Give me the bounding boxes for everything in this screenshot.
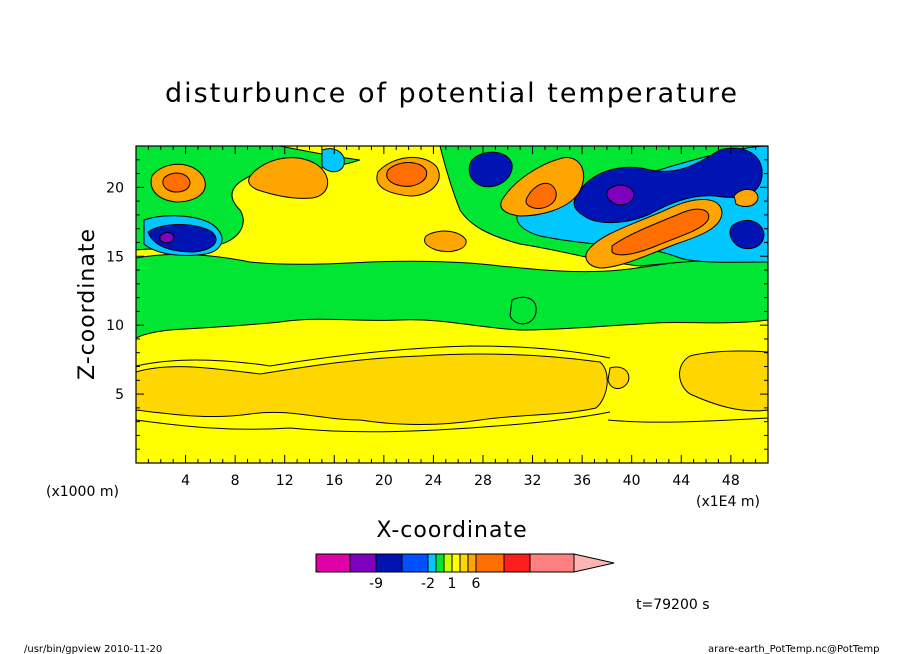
contour-red-upper bbox=[525, 182, 557, 209]
x-tick-label: 12 bbox=[276, 473, 294, 489]
time-label: t=79200 s bbox=[636, 597, 710, 613]
colorbar-extend-arrow bbox=[573, 553, 615, 573]
colorbar-box bbox=[435, 553, 445, 573]
contour-lower-warm bbox=[136, 353, 608, 425]
y-tick-label: 15 bbox=[106, 249, 124, 265]
x-tick-label: 32 bbox=[524, 473, 542, 489]
contour-small-warm bbox=[607, 366, 630, 389]
x-unit-label: (x1E4 m) bbox=[696, 494, 760, 510]
colorbar-label: 6 bbox=[472, 576, 481, 592]
contour-blue-top bbox=[468, 151, 513, 188]
contour-warm-small bbox=[423, 230, 467, 253]
contour-field bbox=[136, 146, 768, 463]
contour-green-blob bbox=[509, 296, 537, 325]
footer-right: arare-earth_PotTemp.nc@PotTemp bbox=[708, 644, 879, 654]
contour-warm-center bbox=[248, 157, 328, 199]
colorbar-box bbox=[475, 553, 505, 573]
plot-frame bbox=[135, 145, 769, 464]
contour-cyan-top bbox=[321, 148, 345, 173]
footer-left: /usr/bin/gpview 2010-11-20 bbox=[24, 644, 162, 654]
y-axis: 5 10 15 20 bbox=[106, 180, 768, 403]
y-tick-label: 20 bbox=[106, 180, 124, 196]
y-unit-label: (x1000 m) bbox=[46, 484, 119, 500]
colorbar-label: -2 bbox=[421, 576, 435, 592]
colorbar-box bbox=[503, 553, 531, 573]
contour-red-left bbox=[162, 172, 191, 193]
colorbar-box bbox=[427, 553, 437, 573]
x-tick-label: 40 bbox=[623, 473, 641, 489]
x-tick-label: 24 bbox=[424, 473, 442, 489]
colorbar-box bbox=[451, 553, 461, 573]
colorbar-label: -9 bbox=[369, 576, 383, 592]
y-tick-label: 5 bbox=[115, 387, 124, 403]
contour-mid-green bbox=[136, 254, 768, 339]
x-tick-label: 44 bbox=[672, 473, 690, 489]
y-axis-label: Z-coordinate bbox=[75, 228, 100, 380]
colorbar-box bbox=[443, 553, 453, 573]
contour-red-mid bbox=[386, 162, 428, 187]
contour-blue-right bbox=[729, 219, 765, 250]
x-axis-label: X-coordinate bbox=[376, 518, 527, 543]
x-tick-label: 36 bbox=[573, 473, 591, 489]
y-tick-label: 10 bbox=[106, 318, 124, 334]
x-tick-label: 20 bbox=[375, 473, 393, 489]
minor-ticks bbox=[136, 146, 768, 463]
colorbar: -9 -2 1 6 bbox=[315, 553, 615, 592]
chart-title: disturbunce of potential temperature bbox=[165, 78, 739, 109]
x-tick-label: 28 bbox=[474, 473, 492, 489]
colorbar-box bbox=[459, 553, 469, 573]
x-axis: 4 8 12 16 20 24 28 32 36 40 44 48 bbox=[181, 146, 740, 489]
x-tick-label: 8 bbox=[231, 473, 240, 489]
x-tick-label: 4 bbox=[181, 473, 190, 489]
colorbar-box bbox=[401, 553, 429, 573]
colorbar-box bbox=[529, 553, 575, 573]
contour-red-stream bbox=[611, 208, 710, 256]
contour-purple-core bbox=[606, 184, 635, 206]
colorbar-box bbox=[467, 553, 477, 573]
contour-line-2 bbox=[136, 411, 611, 433]
colorbar-box bbox=[315, 553, 351, 573]
contour-purple-left bbox=[159, 231, 175, 244]
x-tick-label: 48 bbox=[722, 473, 740, 489]
contour-warm-far-right bbox=[733, 189, 759, 207]
colorbar-box bbox=[349, 553, 377, 573]
contour-line-3 bbox=[607, 417, 768, 423]
contour-blue-left bbox=[147, 224, 217, 253]
colorbar-label: 1 bbox=[448, 576, 457, 592]
contour-line-1 bbox=[136, 345, 611, 367]
contour-lower-warm-right bbox=[679, 350, 768, 412]
colorbar-box bbox=[375, 553, 403, 573]
x-tick-label: 16 bbox=[325, 473, 343, 489]
